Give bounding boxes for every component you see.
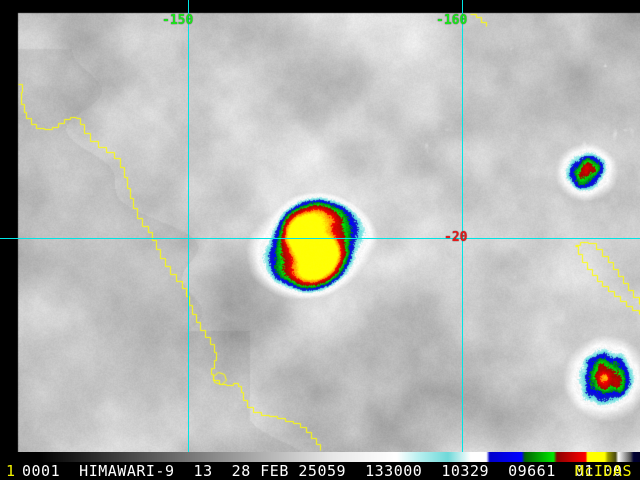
longitude-label-160: -160 xyxy=(436,13,468,28)
grid-longitude-line-1 xyxy=(462,0,463,452)
satellite-image-canvas: -150 -160 -20 xyxy=(0,0,640,452)
image-metadata-line: 0001 HIMAWARI-9 13 28 FEB 25059 133000 1… xyxy=(22,462,623,480)
latitude-label-20: -20 xyxy=(444,230,468,245)
grid-longitude-line-0 xyxy=(188,0,189,452)
grid-latitude-line-0 xyxy=(0,238,640,239)
color-bar-gradient xyxy=(0,452,640,462)
frame-index-label: 1 xyxy=(6,462,16,480)
enhancement-color-bar xyxy=(0,452,640,462)
status-bar: 1 0001 HIMAWARI-9 13 28 FEB 25059 133000… xyxy=(0,462,640,480)
longitude-label-150: -150 xyxy=(162,13,194,28)
infrared-imagery xyxy=(0,0,640,452)
bottom-strip: 1 0001 HIMAWARI-9 13 28 FEB 25059 133000… xyxy=(0,452,640,480)
mcidas-brand-label: McIDAS xyxy=(574,462,632,480)
